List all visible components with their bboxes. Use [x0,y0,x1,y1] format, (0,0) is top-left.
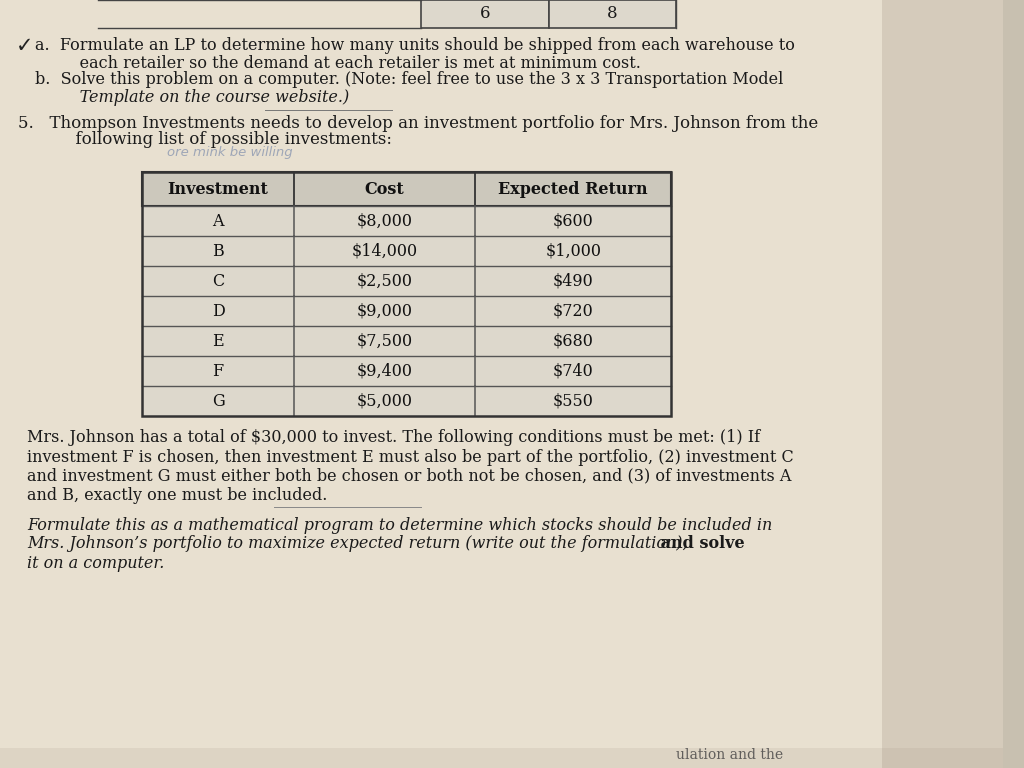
Bar [0,748,1004,768]
Text: F: F [212,362,223,379]
Bar [142,326,671,356]
Text: A: A [212,213,224,230]
Text: $740: $740 [553,362,594,379]
Text: 5.   Thompson Investments needs to develop an investment portfolio for Mrs. John: 5. Thompson Investments needs to develop… [17,114,818,131]
Bar [142,172,671,416]
Text: $5,000: $5,000 [356,392,413,409]
Text: Mrs. Johnson has a total of $30,000 to invest. The following conditions must be : Mrs. Johnson has a total of $30,000 to i… [28,429,761,446]
Text: Formulate this as a mathematical program to determine which stocks should be inc: Formulate this as a mathematical program… [28,517,773,534]
Bar [142,356,671,386]
Text: B: B [212,243,224,260]
Bar [421,0,549,28]
Text: b.  Solve this problem on a computer. (Note: feel free to use the 3 x 3 Transpor: b. Solve this problem on a computer. (No… [35,71,783,88]
Text: each retailer so the demand at each retailer is met at minimum cost.: each retailer so the demand at each reta… [54,55,641,71]
Text: investment F is chosen, then investment E must also be part of the portfolio, (2: investment F is chosen, then investment … [28,449,795,465]
Text: 8: 8 [607,5,617,22]
Text: Cost: Cost [365,180,404,197]
Bar [142,172,671,206]
Text: ulation and the: ulation and the [676,748,783,762]
Text: $9,000: $9,000 [356,303,413,319]
Text: $600: $600 [553,213,594,230]
Text: $1,000: $1,000 [545,243,601,260]
Bar [549,0,676,28]
Text: $680: $680 [553,333,594,349]
Text: and solve: and solve [654,535,744,552]
Bar [882,0,1004,768]
Text: a.  Formulate an LP to determine how many units should be shipped from each ware: a. Formulate an LP to determine how many… [35,38,796,55]
Text: E: E [212,333,224,349]
Text: Mrs. Johnson’s portfolio to maximize expected return (write out the formulation): Mrs. Johnson’s portfolio to maximize exp… [28,535,688,552]
Text: $2,500: $2,500 [356,273,413,290]
Bar [142,206,671,236]
Text: D: D [212,303,224,319]
Text: ore mink be willing: ore mink be willing [167,146,292,159]
Bar [142,236,671,266]
Bar [142,266,671,296]
Text: $550: $550 [553,392,594,409]
Text: Investment: Investment [168,180,268,197]
Bar [142,386,671,416]
Text: following list of possible investments:: following list of possible investments: [44,131,392,148]
Text: $490: $490 [553,273,594,290]
Text: $720: $720 [553,303,594,319]
Text: G: G [212,392,224,409]
Text: Template on the course website.): Template on the course website.) [54,88,349,105]
Text: Expected Return: Expected Return [499,180,648,197]
Text: 6: 6 [480,5,490,22]
Text: it on a computer.: it on a computer. [28,554,165,571]
Text: $8,000: $8,000 [356,213,413,230]
Bar [142,296,671,326]
Text: C: C [212,273,224,290]
Text: ✓: ✓ [15,36,33,56]
Text: and investment G must either both be chosen or both not be chosen, and (3) of in: and investment G must either both be cho… [28,468,792,485]
Text: and B, exactly one must be included.: and B, exactly one must be included. [28,486,328,504]
Text: $7,500: $7,500 [356,333,413,349]
Text: $9,400: $9,400 [356,362,413,379]
Text: $14,000: $14,000 [351,243,418,260]
